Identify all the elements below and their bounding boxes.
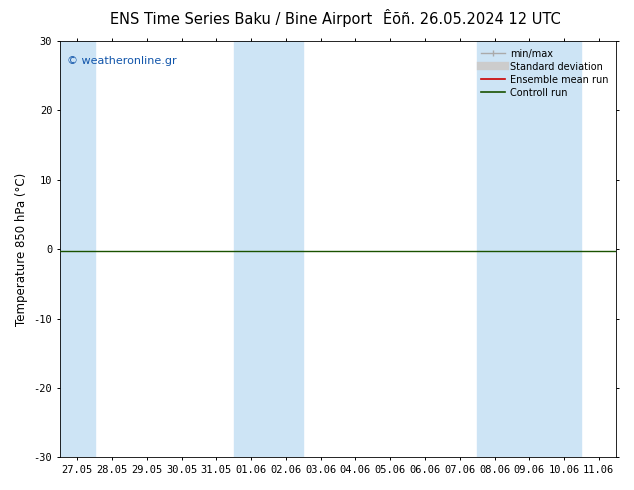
Bar <box>512 41 547 457</box>
Legend: min/max, Standard deviation, Ensemble mean run, Controll run: min/max, Standard deviation, Ensemble me… <box>478 46 611 100</box>
Y-axis label: Temperature 850 hPa (°C): Temperature 850 hPa (°C) <box>15 172 28 326</box>
Text: Êõñ. 26.05.2024 12 UTC: Êõñ. 26.05.2024 12 UTC <box>384 12 561 27</box>
Bar <box>60 41 94 457</box>
Bar <box>547 41 581 457</box>
Text: ENS Time Series Baku / Bine Airport: ENS Time Series Baku / Bine Airport <box>110 12 372 27</box>
Bar <box>269 41 303 457</box>
Bar <box>234 41 269 457</box>
Bar <box>477 41 512 457</box>
Text: © weatheronline.gr: © weatheronline.gr <box>67 56 176 66</box>
